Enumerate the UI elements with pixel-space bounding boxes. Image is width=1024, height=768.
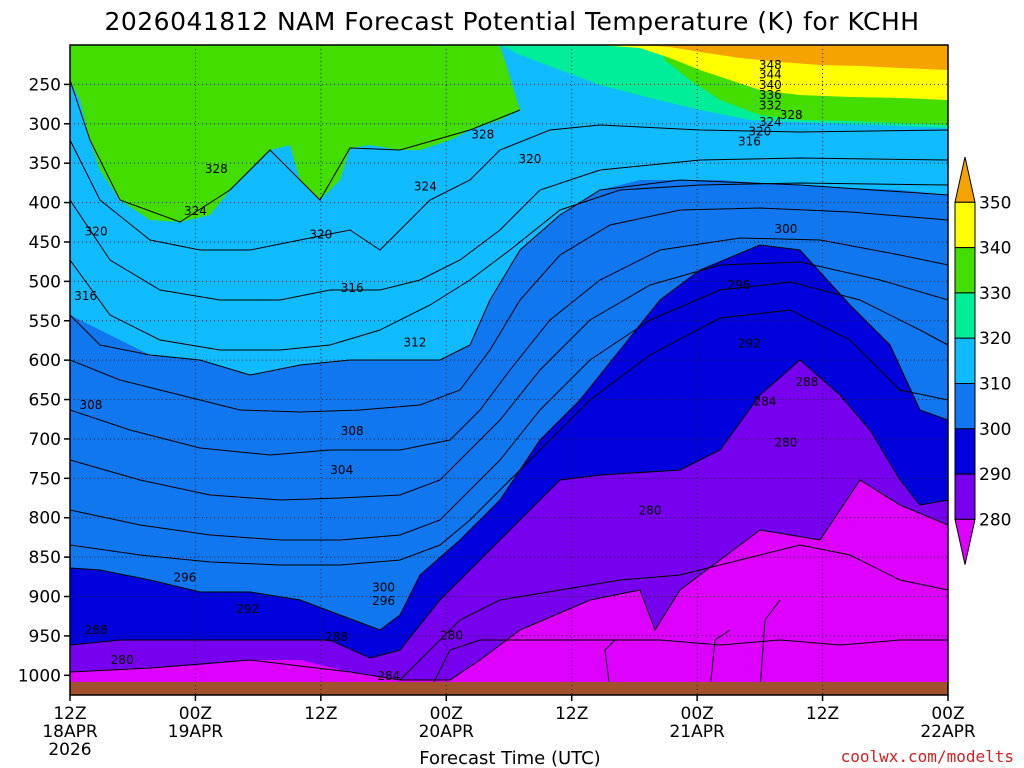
contour-label: 296 bbox=[727, 278, 750, 292]
contour-label: 280 bbox=[775, 436, 798, 450]
x-tick-label: 19APR bbox=[168, 722, 224, 742]
contour-label: 316 bbox=[738, 135, 761, 149]
y-tick-label: 800 bbox=[29, 509, 61, 529]
contour-label: 328 bbox=[780, 108, 803, 122]
colorbar-label: 340 bbox=[979, 239, 1011, 259]
contour-label: 280 bbox=[440, 629, 463, 643]
filled-contours bbox=[70, 45, 948, 695]
contour-label: 320 bbox=[309, 228, 332, 242]
y-tick-label: 450 bbox=[29, 233, 61, 253]
colorbar-label: 280 bbox=[979, 510, 1011, 530]
y-tick-label: 550 bbox=[29, 312, 61, 332]
x-tick-label: 00Z bbox=[681, 704, 714, 724]
contour-label: 312 bbox=[403, 336, 426, 350]
colorbar-swatch bbox=[954, 337, 976, 385]
contour-label: 348 bbox=[759, 58, 782, 72]
colorbar-swatch bbox=[954, 473, 976, 520]
contour-label: 324 bbox=[759, 115, 782, 129]
contour-label: 304 bbox=[330, 463, 353, 477]
contour-label: 320 bbox=[748, 124, 771, 138]
y-tick-label: 750 bbox=[29, 469, 61, 489]
colorbar-swatch bbox=[954, 383, 976, 430]
contour-label: 292 bbox=[236, 602, 259, 616]
x-tick-label: 22APR bbox=[920, 722, 976, 742]
contour-label: 296 bbox=[372, 594, 395, 608]
y-tick-label: 350 bbox=[29, 154, 61, 174]
contour-label: 308 bbox=[79, 398, 102, 412]
contour-label: 300 bbox=[775, 222, 798, 236]
colorbar-label: 300 bbox=[979, 420, 1011, 440]
band-gt350 bbox=[640, 45, 948, 70]
contour-label: 344 bbox=[759, 68, 782, 82]
contour-label: 288 bbox=[85, 623, 108, 637]
band-330-340 bbox=[70, 45, 520, 222]
ground-surface bbox=[70, 682, 948, 695]
colorbar-swatch bbox=[954, 518, 976, 565]
y-tick-label: 300 bbox=[29, 115, 61, 135]
x-tick-label: 21APR bbox=[669, 722, 725, 742]
contour-label: 284 bbox=[377, 669, 400, 683]
colorbar-label: 320 bbox=[979, 329, 1011, 349]
y-tick-label: 650 bbox=[29, 391, 61, 411]
x-axis-label: Forecast Time (UTC) bbox=[419, 748, 600, 768]
y-tick-label: 850 bbox=[29, 548, 61, 568]
contour-label: 316 bbox=[341, 281, 364, 295]
y-tick-label: 500 bbox=[29, 272, 61, 292]
colorbar-swatch bbox=[954, 428, 976, 475]
contour-value-labels: 3483443403363323283243203163283203283243… bbox=[74, 58, 818, 683]
contour-label: 300 bbox=[372, 581, 395, 595]
x-tick-label: 12Z bbox=[53, 704, 86, 724]
colorbar-label: 310 bbox=[979, 375, 1011, 395]
y-tick-label: 700 bbox=[29, 430, 61, 450]
contour-label: 328 bbox=[471, 128, 494, 142]
contour-label: 324 bbox=[414, 180, 437, 194]
colorbar-swatch bbox=[954, 201, 976, 249]
contour-label: 288 bbox=[795, 375, 818, 389]
x-tick-label: 20APR bbox=[419, 722, 475, 742]
y-tick-label: 900 bbox=[29, 588, 61, 608]
contour-label: 336 bbox=[759, 88, 782, 102]
x-tick-label: 18APR bbox=[42, 722, 98, 742]
plot-frame bbox=[69, 44, 949, 696]
grid-lines bbox=[70, 45, 948, 695]
x-tick-label: 00Z bbox=[179, 704, 212, 724]
y-tick-label: 600 bbox=[29, 351, 61, 371]
chart-title: 2026041812 NAM Forecast Potential Temper… bbox=[104, 7, 919, 36]
contour-label: 340 bbox=[759, 78, 782, 92]
colorbar-label: 330 bbox=[979, 284, 1011, 304]
contour-label: 332 bbox=[759, 98, 782, 112]
contour-label: 284 bbox=[754, 395, 777, 409]
contour-label: 316 bbox=[74, 289, 97, 303]
y-tick-label: 400 bbox=[29, 194, 61, 214]
colorbar: 350 340 330 320 310 300 290 280 bbox=[954, 156, 1011, 565]
x-tick-label: 12Z bbox=[555, 704, 588, 724]
colorbar-label: 350 bbox=[979, 193, 1011, 213]
contour-label: 280 bbox=[639, 503, 662, 517]
x-tick-label: 2026 bbox=[48, 740, 91, 760]
colorbar-swatch bbox=[954, 292, 976, 339]
x-tick-label: 12Z bbox=[806, 704, 839, 724]
y-tick-label: 950 bbox=[29, 627, 61, 647]
y-axis: 250 300 350 400 450 500 550 600 650 700 750 800 850 9… bbox=[18, 75, 70, 686]
colorbar-swatch bbox=[954, 156, 976, 203]
colorbar-swatch bbox=[954, 247, 976, 294]
contour-label: 324 bbox=[184, 204, 207, 218]
colorbar-label: 290 bbox=[979, 465, 1011, 485]
contour-label: 288 bbox=[325, 630, 348, 644]
x-tick-label: 12Z bbox=[304, 704, 337, 724]
contour-label: 308 bbox=[341, 424, 364, 438]
contour-label: 320 bbox=[518, 152, 541, 166]
watermark: coolwx.com/modelts bbox=[841, 747, 1014, 766]
contour-label: 296 bbox=[174, 570, 197, 584]
contour-label: 280 bbox=[111, 653, 134, 667]
contour-label: 292 bbox=[738, 336, 761, 350]
contour-label: 328 bbox=[205, 162, 228, 176]
y-tick-label: 250 bbox=[29, 75, 61, 95]
x-tick-label: 00Z bbox=[931, 704, 964, 724]
x-tick-label: 00Z bbox=[430, 704, 463, 724]
y-tick-label: 1000 bbox=[18, 666, 61, 686]
contour-label: 320 bbox=[85, 224, 108, 238]
